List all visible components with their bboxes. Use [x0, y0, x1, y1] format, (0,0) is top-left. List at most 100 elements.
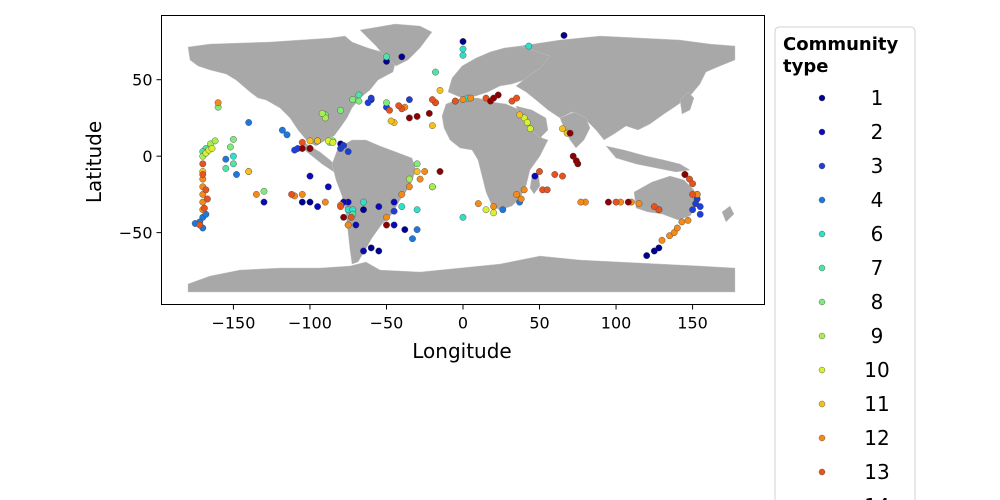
data-point [398, 203, 406, 211]
data-point [298, 198, 306, 206]
data-point [474, 200, 482, 208]
data-point [383, 99, 390, 107]
series-type-11 [199, 87, 571, 175]
data-point [413, 226, 421, 234]
data-point [566, 129, 574, 137]
data-point [203, 195, 211, 203]
data-point [288, 190, 295, 198]
data-point [214, 99, 222, 107]
data-point [245, 119, 253, 126]
legend-entry: 6 [818, 222, 883, 246]
data-point [298, 138, 306, 146]
data-point [386, 106, 393, 114]
data-point [352, 221, 360, 229]
legend-marker [818, 196, 826, 204]
data-point [517, 195, 525, 203]
data-point [375, 203, 383, 211]
data-point [513, 94, 520, 102]
data-point [560, 32, 568, 39]
data-point [681, 171, 689, 178]
legend-entry: 10 [818, 358, 890, 382]
legend-marker [818, 400, 826, 408]
world-map [187, 23, 736, 293]
data-point [405, 183, 413, 191]
legend-marker [818, 264, 826, 272]
data-point [425, 110, 433, 117]
data-point [696, 203, 704, 211]
data-point [572, 157, 580, 165]
data-point [260, 187, 268, 195]
data-point [252, 190, 260, 198]
legend: Community type 123467891011121314 [774, 26, 916, 500]
data-point [605, 198, 612, 206]
series-type-14 [298, 91, 689, 229]
legend-label: 4 [871, 188, 884, 212]
data-point [696, 210, 704, 218]
data-point [684, 216, 692, 224]
data-point [390, 221, 398, 229]
legend-marker [818, 162, 826, 170]
legend-box [774, 26, 916, 500]
data-point [196, 221, 204, 229]
legend-entry: 13 [818, 460, 890, 484]
legend-label: 3 [871, 154, 884, 178]
data-point [459, 96, 467, 104]
legend-label: 11 [864, 392, 889, 416]
data-point [516, 111, 523, 119]
plot-area [161, 15, 765, 305]
data-point [413, 206, 421, 214]
x-axis: −150 −100 −50 0 50 100 150 [211, 304, 708, 333]
data-point [405, 175, 413, 183]
y-tick-label: −50 [119, 224, 153, 243]
data-point [344, 221, 352, 229]
data-point [416, 175, 424, 183]
data-point [222, 155, 230, 163]
data-point [390, 207, 398, 215]
data-point [436, 168, 444, 175]
legend-marker [818, 434, 826, 442]
data-point [283, 131, 291, 139]
legend-label: 9 [871, 324, 884, 348]
data-point [229, 135, 237, 143]
data-point [278, 126, 286, 134]
data-point [260, 198, 268, 206]
data-point [337, 203, 344, 211]
data-point [421, 168, 429, 175]
data-point [531, 172, 539, 180]
data-point [459, 45, 467, 53]
data-point [673, 224, 681, 232]
legend-label: 1 [871, 86, 884, 110]
data-point [413, 168, 421, 175]
legend-label: 12 [864, 426, 889, 450]
data-point [383, 53, 390, 61]
legend-marker [818, 94, 826, 102]
data-point [202, 186, 210, 194]
data-point [360, 198, 367, 206]
data-point [655, 244, 663, 252]
legend-label: 7 [871, 256, 884, 280]
data-point [329, 138, 337, 146]
data-point [490, 203, 497, 211]
legend-entry: 7 [818, 256, 884, 280]
data-point [490, 209, 497, 217]
series-type-2 [260, 96, 539, 255]
data-point [367, 244, 375, 252]
data-point [360, 206, 367, 214]
data-point [413, 160, 421, 168]
data-point [355, 97, 363, 105]
legend-entry: 14 [864, 494, 889, 500]
data-point [398, 53, 406, 61]
data-point [222, 164, 230, 172]
data-point [314, 137, 321, 145]
legend-marker [818, 468, 826, 476]
data-point [526, 125, 534, 133]
landmass-new-zealand [721, 205, 735, 223]
data-point [324, 183, 332, 191]
legend-entry: 9 [818, 324, 884, 348]
scatter-points [191, 32, 704, 260]
data-point [436, 87, 444, 94]
x-tick-label: 50 [529, 314, 549, 333]
data-point [306, 137, 314, 145]
data-point [199, 160, 207, 168]
data-point [624, 198, 632, 206]
